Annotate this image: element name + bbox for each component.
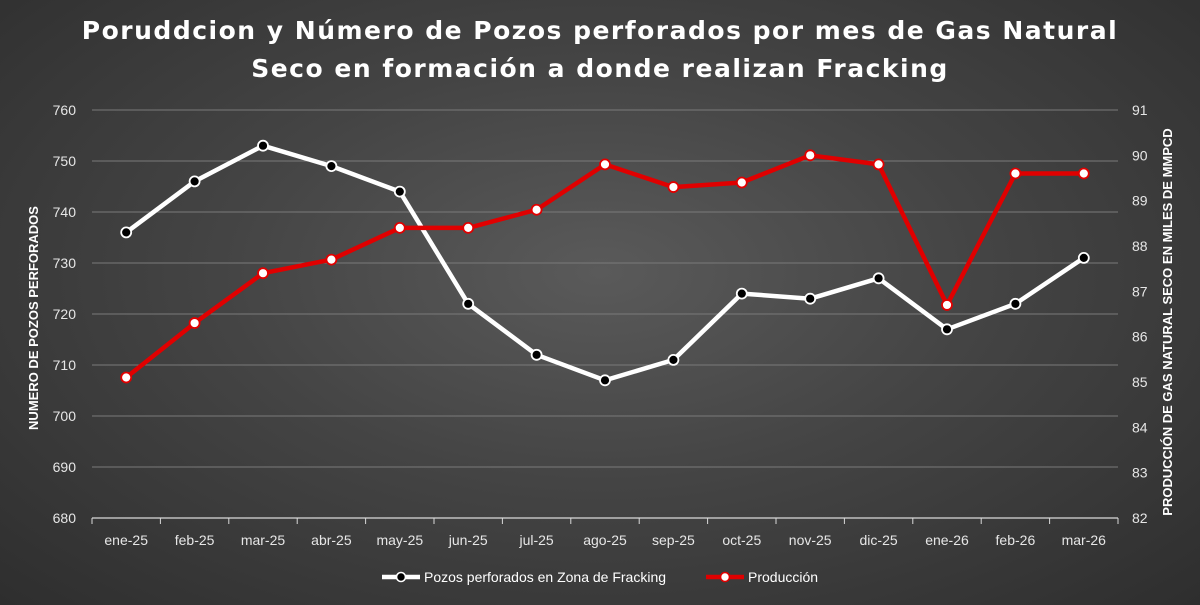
series-2-point bbox=[530, 203, 543, 216]
series-2-point bbox=[1077, 167, 1090, 180]
series-1-point bbox=[941, 323, 953, 336]
y-left-tick-label: 710 bbox=[53, 357, 77, 373]
series-1-point bbox=[462, 297, 475, 310]
x-tick-label: sep-25 bbox=[652, 532, 695, 548]
x-tick-label: oct-25 bbox=[722, 532, 761, 548]
series-1-point bbox=[599, 374, 611, 387]
y-left-tick-label: 700 bbox=[53, 408, 77, 424]
series-2-point bbox=[325, 253, 338, 266]
y-right-tick-label: 84 bbox=[1132, 419, 1148, 435]
series-line-2 bbox=[124, 153, 1084, 380]
series-2-point bbox=[188, 317, 201, 329]
x-tick-label: mar-25 bbox=[241, 532, 286, 548]
series-2-point bbox=[941, 299, 953, 311]
y-right-tick-label: 89 bbox=[1132, 193, 1148, 209]
x-tick-label: jul-25 bbox=[518, 532, 553, 548]
x-tick-label: dic-25 bbox=[860, 532, 898, 548]
series-2-point bbox=[667, 181, 680, 193]
x-tick-label: jun-25 bbox=[448, 532, 488, 548]
y-right-tick-label: 91 bbox=[1132, 102, 1148, 118]
series-2-point bbox=[462, 221, 475, 234]
y-left-tick-label: 760 bbox=[53, 102, 77, 118]
chart-title-line-2: Seco en formación a donde realizan Frack… bbox=[251, 54, 949, 83]
y-left-tick-label: 750 bbox=[53, 153, 77, 169]
legend-marker-2 bbox=[719, 571, 731, 583]
y-left-tick-label: 690 bbox=[53, 459, 77, 475]
y-left-axis-title: NUMERO DE POZOS PERFORADOS bbox=[26, 206, 41, 430]
y-right-tick-label: 87 bbox=[1132, 283, 1148, 299]
x-tick-label: feb-25 bbox=[175, 532, 215, 548]
y-left-tick-label: 680 bbox=[53, 510, 77, 526]
x-tick-label: ago-25 bbox=[583, 532, 627, 548]
series-1-point bbox=[188, 175, 201, 188]
y-right-tick-label: 82 bbox=[1132, 510, 1148, 526]
chart-title-line-1: Poruddcion y Número de Pozos perforados … bbox=[81, 16, 1119, 45]
series-1-point bbox=[257, 139, 269, 152]
y-left-tick-label: 740 bbox=[53, 204, 77, 220]
legend-label-2: Producción bbox=[748, 569, 818, 585]
series-1-point bbox=[1009, 297, 1022, 310]
y-right-tick-label: 85 bbox=[1132, 374, 1148, 390]
series-1-point bbox=[872, 272, 885, 285]
x-tick-label: nov-25 bbox=[789, 532, 832, 548]
legend-label-1: Pozos perforados en Zona de Fracking bbox=[424, 569, 666, 585]
series-2-point bbox=[804, 149, 817, 162]
series-1-point bbox=[393, 185, 406, 198]
y-left-tick-label: 730 bbox=[53, 255, 77, 271]
series-1-point bbox=[667, 353, 680, 366]
series-1-point bbox=[120, 226, 133, 239]
x-tick-label: ene-26 bbox=[925, 532, 969, 548]
x-tick-label: ene-25 bbox=[104, 532, 148, 548]
series-1-point bbox=[325, 160, 338, 173]
series-2-point bbox=[257, 267, 269, 280]
series-1-point bbox=[735, 287, 748, 300]
y-left-tick-label: 720 bbox=[53, 306, 77, 322]
x-tick-label: mar-26 bbox=[1062, 532, 1107, 548]
y-right-axis-title: PRODUCCIÓN DE GAS NATURAL SECO EN MILES … bbox=[1160, 128, 1175, 515]
series-2-point bbox=[599, 158, 611, 171]
legend-marker-1 bbox=[395, 571, 407, 583]
series-1-point bbox=[804, 292, 817, 305]
series-2-point bbox=[120, 371, 133, 384]
y-right-tick-label: 86 bbox=[1132, 329, 1148, 345]
y-right-tick-label: 90 bbox=[1132, 147, 1148, 163]
series-2-point bbox=[393, 221, 406, 234]
y-right-tick-label: 83 bbox=[1132, 465, 1148, 481]
x-tick-label: feb-26 bbox=[996, 532, 1036, 548]
series-2-point bbox=[735, 176, 748, 189]
x-tick-label: abr-25 bbox=[311, 532, 352, 548]
x-tick-label: may-25 bbox=[376, 532, 423, 548]
series-2-point bbox=[872, 158, 885, 171]
series-2-point bbox=[1009, 167, 1022, 180]
y-right-tick-label: 88 bbox=[1132, 238, 1148, 254]
series-1-point bbox=[530, 348, 543, 361]
series-1-point bbox=[1077, 251, 1090, 264]
